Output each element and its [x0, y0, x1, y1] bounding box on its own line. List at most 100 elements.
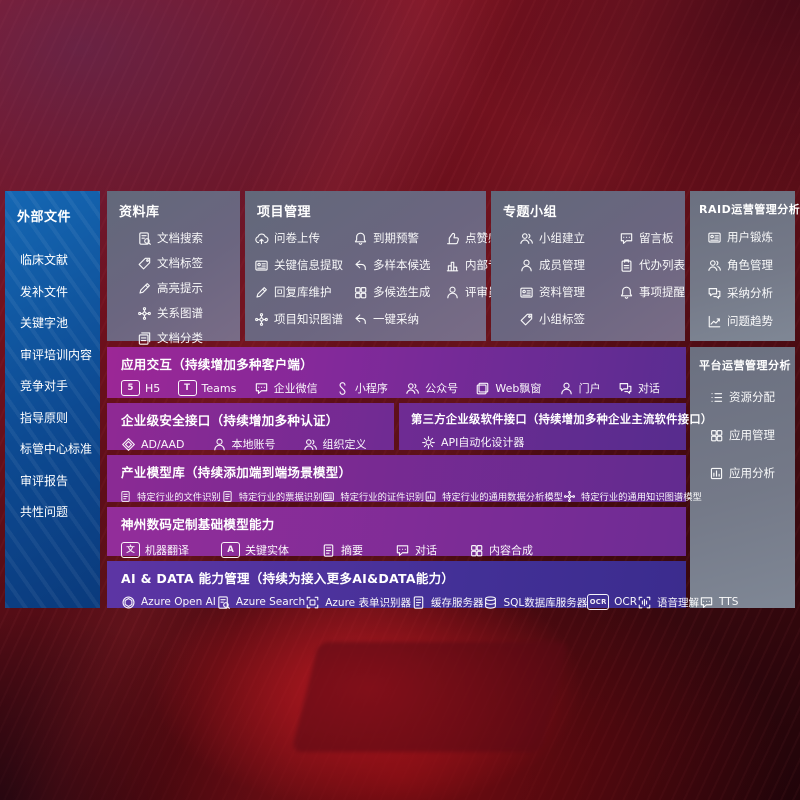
- person-add-icon: [519, 258, 534, 273]
- teams-badge-icon: T: [177, 380, 197, 396]
- people-icon: [707, 258, 722, 273]
- chat-bubble-icon: [395, 543, 410, 558]
- client-portal: 门户: [559, 380, 601, 396]
- feature-todo-list: 代办列表: [619, 257, 685, 273]
- auth-ad-aad: AD/AAD: [121, 437, 185, 452]
- topic-groups-panel: 专题小组 小组建立 成员管理 资料管理 小组标签 留言板 代办列表 事项提醒: [491, 191, 685, 341]
- security-title: 企业级安全接口（持续增加多种认证）: [121, 413, 339, 428]
- people-icon: [303, 437, 318, 452]
- people-icon: [519, 231, 534, 246]
- thirdparty-title: 第三方企业级软件接口（持续增加多种企业主流软件接口）: [411, 413, 713, 426]
- model-file-recognition: 特定行业的文件识别: [119, 489, 221, 503]
- platform-analysis-panel: 平台运营管理分析 资源分配 应用管理 应用分析: [690, 347, 795, 608]
- voice-scan-icon: [637, 595, 652, 610]
- sidebar-item-review-reports: 审评报告: [20, 473, 69, 488]
- document-icon: [254, 258, 269, 273]
- capability-machine-translation: 文机器翻译: [121, 542, 189, 558]
- grid-icon: [353, 285, 368, 300]
- service-tts: TTS: [699, 595, 738, 610]
- report-chart-icon: [424, 490, 437, 503]
- foundation-models-row: 神州数码定制基础模型能力 文机器翻译 A 关键实体 摘要 对话 内容合成: [107, 507, 686, 558]
- person-icon: [212, 437, 227, 452]
- clipboard-icon: [619, 258, 634, 273]
- feature-doc-classify: 文档分类: [137, 330, 240, 346]
- service-cache-server: 缓存服务器: [411, 595, 483, 610]
- knowledge-graph-icon: [254, 312, 269, 327]
- feature-app-manage: 应用管理: [709, 427, 795, 443]
- cache-server-icon: [411, 595, 426, 610]
- photo-album-icon: [519, 285, 534, 300]
- feature-reply-maintenance: 回复库维护: [254, 284, 353, 300]
- library-title: 资料库: [119, 205, 160, 220]
- doc-search-icon: [216, 595, 231, 610]
- sidebar-item-keyword-pool: 关键字池: [20, 316, 69, 330]
- feature-relation-graph: 关系图谱: [137, 305, 240, 321]
- industry-models-row: 产业模型库（持续添加端到端场景模型） 特定行业的文件识别 特定行业的票据识别 特…: [107, 455, 702, 503]
- document-icon: [221, 490, 234, 503]
- background-glow-shape: [291, 642, 569, 752]
- report-chart-icon: [709, 466, 724, 481]
- pencil-icon: [254, 285, 269, 300]
- gear-icon: [421, 435, 436, 450]
- feature-adoption-analysis: 采纳分析: [707, 285, 795, 301]
- trend-chart-icon: [707, 314, 722, 329]
- service-speech-understanding: 语音理解: [637, 595, 699, 610]
- bell-icon: [619, 285, 634, 300]
- feature-one-click-adopt: 一键采纳: [353, 311, 445, 327]
- openai-icon: [121, 595, 136, 610]
- auth-org-definition: 组织定义: [303, 436, 367, 452]
- list-icon: [709, 390, 724, 405]
- cloud-upload-icon: [254, 231, 269, 246]
- feature-group-create: 小组建立: [519, 230, 605, 246]
- feature-api-designer: API自动化设计器: [421, 434, 524, 450]
- model-data-analysis: 特定行业的通用数据分析模型: [424, 489, 563, 503]
- adopt-arrow-icon: [353, 312, 368, 327]
- thirdparty-interface-row: 第三方企业级软件接口（持续增加多种企业主流软件接口） API自动化设计器: [399, 403, 713, 450]
- feature-resource-allocation: 资源分配: [709, 389, 795, 405]
- client-wechat-work: 企业微信: [254, 380, 318, 396]
- feature-highlight: 高亮提示: [137, 280, 240, 296]
- sidebar-item-common-issues: 共性问题: [20, 505, 69, 519]
- ocr-badge-icon: OCR: [587, 594, 610, 610]
- feature-issue-trend: 问题趋势: [707, 313, 795, 329]
- raid-title: RAID运营管理分析: [699, 203, 800, 216]
- sidebar-items: 临床文献 发补文件 关键字池 审评培训内容 竞争对手 指导原则 标管中心标准 审…: [5, 225, 100, 520]
- feature-doc-tags: 文档标签: [137, 255, 240, 271]
- capability-content-synthesis: 内容合成: [469, 542, 533, 558]
- auth-local-account: 本地账号: [212, 436, 276, 452]
- windows-icon: [475, 381, 490, 396]
- chat-bubble-icon: [254, 381, 269, 396]
- aidata-title: AI & DATA 能力管理（持续为接入更多AI&DATA能力）: [121, 571, 455, 586]
- document-icon: [119, 490, 132, 503]
- tag-icon: [519, 312, 534, 327]
- feature-project-graph: 项目知识图谱: [254, 311, 353, 327]
- database-icon: [483, 595, 498, 610]
- portal-person-icon: [559, 381, 574, 396]
- sidebar-item-guidelines: 指导原则: [20, 410, 69, 425]
- feature-multi-sample: 多样本候选: [353, 257, 445, 273]
- app-interaction-row: 应用交互（持续增加多种客户端） 5 H5 T Teams 企业微信 小程序 公众号 …: [107, 347, 686, 398]
- app-grid-icon: [709, 428, 724, 443]
- capability-key-entity: A 关键实体: [221, 542, 289, 558]
- client-official-account: 公众号: [405, 380, 458, 396]
- dialog-chat-icon: [618, 381, 633, 396]
- feature-member-manage: 成员管理: [519, 257, 605, 273]
- sidebar-item-supplement-files: 发补文件: [20, 284, 69, 299]
- mini-program-icon: [335, 381, 350, 396]
- feature-multi-candidate: 多候选生成: [353, 284, 445, 300]
- sidebar-title: 外部文件: [17, 210, 72, 225]
- sidebar-item-center-standards: 标管中心标准: [20, 442, 93, 456]
- feature-role-manage: 角色管理: [707, 257, 795, 273]
- feature-group-tags: 小组标签: [519, 311, 605, 327]
- scan-frame-icon: [305, 595, 320, 610]
- foundation-title: 神州数码定制基础模型能力: [121, 517, 275, 532]
- capability-dialog: 对话: [395, 542, 437, 558]
- id-card-icon: [322, 490, 335, 503]
- ranking-bars-icon: [445, 258, 460, 273]
- knowledge-graph-icon: [563, 490, 576, 503]
- client-dialog: 对话: [618, 380, 660, 396]
- feature-app-analysis: 应用分析: [709, 465, 795, 481]
- project-management-panel: 项目管理 问卷上传 到期预警 点赞感谢 关键信息提取 多样本候选 内部专家排名 …: [245, 191, 534, 341]
- model-knowledge-graph: 特定行业的通用知识图谱模型: [563, 489, 702, 503]
- service-form-recognizer: Azure 表单识别器: [305, 595, 411, 610]
